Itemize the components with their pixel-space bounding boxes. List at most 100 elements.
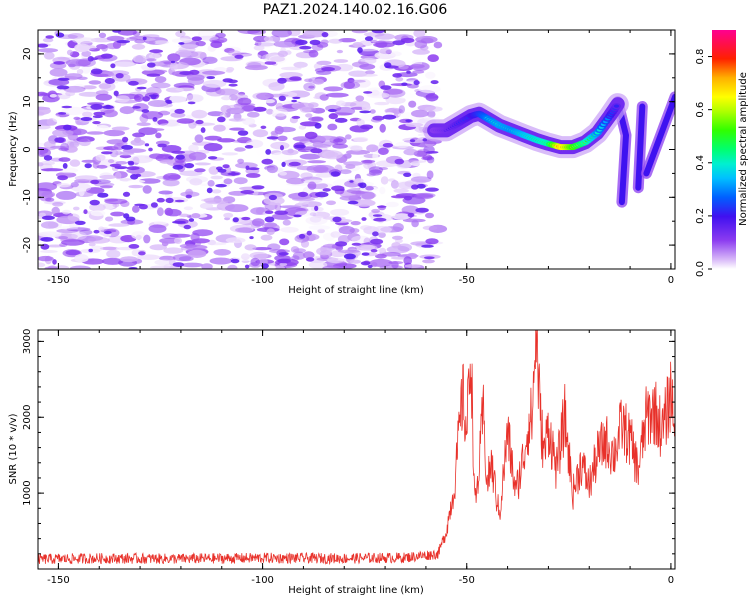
heatmap-noise-speckle (415, 207, 429, 213)
heatmap-noise-blob (266, 228, 275, 235)
heatmap-noise-blob (304, 131, 318, 140)
heatmap-noise-speckle (217, 116, 226, 123)
heatmap-noise-blob (410, 176, 432, 183)
heatmap-noise-blob (38, 124, 51, 130)
heatmap-noise-blob (71, 231, 87, 240)
heatmap-noise-blob (356, 118, 365, 127)
heatmap-noise-speckle (80, 117, 93, 121)
heatmap-noise-speckle (234, 54, 244, 59)
heatmap-noise-blob (130, 139, 146, 146)
heatmap-noise-blob (78, 187, 85, 197)
heatmap-noise-blob (52, 115, 61, 123)
heatmap-noise-blob (263, 36, 274, 42)
heatmap-noise-blob (72, 138, 89, 142)
heatmap-noise-speckle (261, 263, 269, 269)
heatmap-noise-blob (38, 91, 48, 97)
heatmap-noise-speckle (310, 148, 323, 154)
heatmap-noise-blob (371, 208, 380, 214)
heatmap-noise-blob (191, 109, 208, 119)
heatmap-noise-blob (315, 70, 332, 75)
heatmap-noise-blob (107, 159, 115, 164)
heatmap-noise-blob (365, 70, 375, 75)
heatmap-noise-speckle (126, 166, 140, 171)
heatmap-noise-speckle (277, 258, 291, 264)
heatmap-noise-speckle (278, 252, 289, 256)
heatmap-noise-speckle (178, 42, 185, 45)
heatmap-noise-blob (162, 174, 171, 181)
heatmap-noise-blob (355, 95, 365, 102)
heatmap-noise-blob (320, 39, 329, 45)
heatmap-noise-speckle (92, 121, 101, 125)
heatmap-noise-speckle (407, 212, 415, 218)
heatmap-noise-blob (162, 179, 180, 187)
heatmap-noise-blob (167, 53, 181, 62)
heatmap-noise-speckle (306, 230, 312, 236)
heatmap-noise-blob (131, 43, 146, 50)
heatmap-noise-blob (202, 70, 226, 76)
heatmap-noise-blob (38, 162, 44, 167)
heatmap-noise-speckle (200, 127, 206, 133)
heatmap-noise-speckle (222, 164, 230, 169)
heatmap-noise-blob (141, 111, 164, 120)
heatmap-noise-speckle (339, 188, 345, 192)
heatmap-noise-blob (161, 145, 182, 153)
heatmap-noise-blob (38, 182, 58, 191)
colorbar-ticks: 0.0 0.2 0.4 0.6 0.8 (695, 49, 712, 277)
heatmap-noise-speckle (299, 45, 312, 50)
heatmap-noise-blob (76, 69, 84, 75)
heatmap-noise-blob (196, 35, 219, 41)
heatmap-noise-blob (99, 174, 117, 180)
heatmap-noise-blob (290, 246, 300, 253)
heatmap-noise-speckle (141, 109, 150, 113)
heatmap-noise-blob (375, 253, 387, 259)
heatmap-noise-blob (38, 231, 62, 238)
heatmap-noise-speckle (170, 60, 176, 64)
heatmap-noise-blob (426, 156, 435, 164)
heatmap-noise-speckle (373, 217, 387, 222)
heatmap-noise-blob (333, 59, 349, 63)
heatmap-noise-speckle (364, 36, 374, 42)
heatmap-noise-blob (307, 160, 326, 164)
heatmap-noise-speckle (361, 252, 370, 256)
heatmap-noise-blob (119, 106, 135, 115)
heatmap-noise-blob (40, 221, 59, 229)
heatmap-noise-blob (392, 213, 411, 220)
colorbar: 0.0 0.2 0.4 0.6 0.8 Normalized spectral ampl… (695, 30, 749, 277)
heatmap-noise-blob (338, 38, 357, 43)
heatmap-noise-blob (398, 105, 405, 114)
heatmap-noise-speckle (40, 237, 54, 242)
heatmap-noise-blob (176, 118, 195, 124)
heatmap-noise-blob (391, 235, 404, 240)
heatmap-noise-blob (235, 227, 253, 233)
heatmap-noise-speckle (405, 119, 412, 123)
heatmap-noise-blob (299, 121, 320, 127)
heatmap-noise-speckle (281, 161, 286, 167)
heatmap-noise-speckle (421, 244, 434, 248)
heatmap-noise-blob (427, 110, 436, 118)
heatmap-noise-blob (175, 49, 192, 58)
heatmap-noise-blob (291, 102, 315, 110)
heatmap-noise-blob (256, 147, 268, 157)
heatmap-noise-blob (163, 247, 184, 254)
heatmap-noise-speckle (363, 91, 373, 94)
heatmap-noise-blob (359, 63, 376, 70)
heatmap-noise-blob (139, 178, 161, 184)
heatmap-noise-blob (217, 138, 236, 143)
heatmap-noise-speckle (146, 73, 161, 77)
heatmap-noise-blob (270, 141, 290, 150)
heatmap-noise-blob (250, 257, 260, 267)
heatmap-noise-speckle (41, 215, 55, 220)
heatmap-noise-blob (313, 63, 323, 70)
heatmap-noise-blob (214, 32, 226, 38)
heatmap-noise-blob (355, 78, 371, 88)
heatmap-noise-speckle (370, 249, 378, 253)
colorbar-tick-label: 0.2 (695, 208, 706, 224)
heatmap-noise-speckle (93, 229, 100, 234)
heatmap-noise-blob (306, 164, 329, 174)
heatmap-noise-speckle (56, 85, 70, 90)
heatmap-noise-blob (349, 259, 362, 264)
heatmap-noise-blob (202, 56, 218, 64)
heatmap-noise-blob (52, 129, 74, 137)
heatmap-noise-blob (38, 106, 51, 115)
